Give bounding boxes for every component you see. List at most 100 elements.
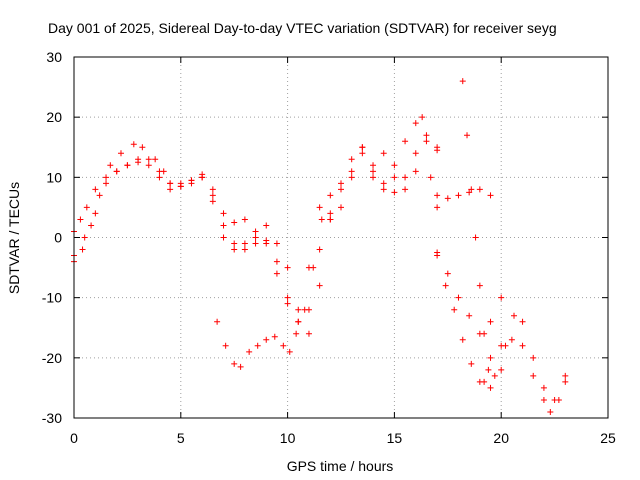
x-tick-label: 25	[600, 430, 616, 446]
data-point	[209, 192, 216, 199]
data-point	[540, 384, 547, 391]
series-track-10	[459, 78, 492, 373]
data-point	[145, 156, 152, 163]
data-point	[241, 240, 248, 247]
data-point	[562, 372, 569, 379]
data-point	[167, 180, 174, 187]
data-point	[451, 306, 458, 313]
data-point	[305, 330, 312, 337]
data-point	[139, 144, 146, 151]
data-point	[167, 186, 174, 193]
data-point	[519, 342, 526, 349]
data-point	[246, 348, 253, 355]
x-tick-label: 10	[280, 430, 296, 446]
series-track-8	[434, 252, 505, 385]
data-point	[370, 174, 377, 181]
data-point	[188, 177, 195, 184]
data-point	[156, 174, 163, 181]
data-point	[555, 396, 562, 403]
data-point	[348, 174, 355, 181]
data-point	[391, 174, 398, 181]
data-point	[280, 342, 287, 349]
data-point	[263, 222, 270, 229]
data-point	[455, 192, 462, 199]
data-point	[487, 192, 494, 199]
series-track-12	[481, 312, 569, 403]
y-tick-label: -10	[42, 290, 62, 306]
data-point	[459, 336, 466, 343]
data-point	[214, 318, 221, 325]
data-point	[508, 336, 515, 343]
data-point	[107, 162, 114, 169]
data-point	[220, 234, 227, 241]
data-point	[237, 363, 244, 370]
data-point	[301, 306, 308, 313]
data-point	[231, 246, 238, 253]
data-point	[370, 168, 377, 175]
data-point	[498, 366, 505, 373]
data-point	[310, 264, 317, 271]
x-tick-label: 5	[177, 430, 185, 446]
data-point	[252, 228, 259, 235]
series-track-3	[71, 159, 323, 337]
data-point	[487, 384, 494, 391]
data-marks	[71, 78, 569, 415]
data-point	[92, 210, 99, 217]
data-point	[92, 186, 99, 193]
y-tick-label: -30	[42, 410, 62, 426]
series-track-4	[214, 216, 325, 370]
data-point	[103, 180, 110, 187]
data-point	[231, 219, 238, 226]
data-point	[468, 186, 475, 193]
data-point	[498, 294, 505, 301]
data-point	[284, 294, 291, 301]
y-tick-label: 0	[54, 230, 62, 246]
data-point	[271, 333, 278, 340]
data-point	[286, 348, 293, 355]
y-tick-label: 20	[46, 109, 62, 125]
series-track-1	[71, 156, 334, 313]
data-point	[177, 183, 184, 190]
data-point	[160, 168, 167, 175]
data-point	[481, 378, 488, 385]
data-point	[444, 270, 451, 277]
data-point	[96, 192, 103, 199]
data-point	[220, 222, 227, 229]
data-point	[466, 189, 473, 196]
data-point	[338, 204, 344, 211]
data-point	[468, 360, 475, 367]
data-point	[423, 132, 430, 139]
data-point	[103, 174, 110, 181]
data-point	[316, 246, 323, 253]
data-point	[442, 282, 449, 289]
data-point	[263, 240, 270, 247]
data-point	[83, 204, 90, 211]
data-point	[81, 234, 88, 241]
data-point	[491, 372, 498, 379]
data-point	[464, 132, 471, 139]
data-point	[444, 195, 451, 202]
data-point	[327, 210, 334, 217]
data-point	[124, 162, 131, 169]
data-point	[530, 372, 537, 379]
data-point	[481, 330, 488, 337]
data-point	[502, 342, 509, 349]
data-point	[359, 150, 366, 157]
data-point	[199, 174, 206, 181]
data-point	[380, 186, 387, 193]
data-point	[263, 336, 270, 343]
data-point	[231, 240, 238, 247]
data-point	[487, 354, 494, 361]
series-track-11	[434, 186, 494, 202]
data-point	[117, 150, 124, 157]
data-point	[79, 246, 86, 253]
data-point	[380, 180, 387, 187]
data-point	[487, 318, 494, 325]
data-point	[455, 294, 462, 301]
data-point	[519, 318, 526, 325]
data-point	[252, 234, 259, 241]
data-point	[402, 138, 409, 145]
data-point	[316, 282, 323, 289]
data-point	[434, 192, 441, 199]
data-point	[402, 174, 409, 181]
